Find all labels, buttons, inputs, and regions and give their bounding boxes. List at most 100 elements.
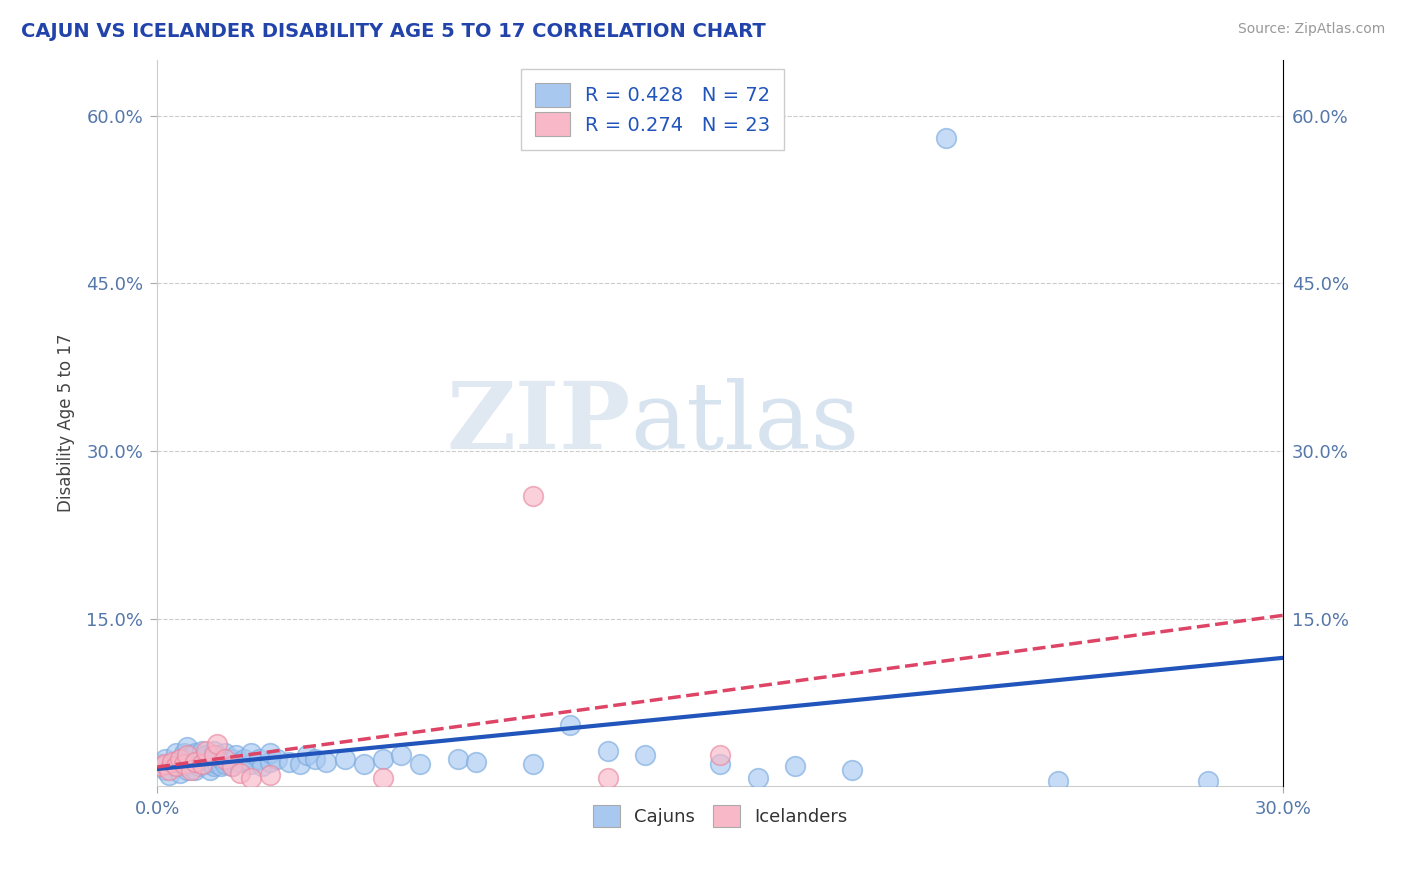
Point — [634, 748, 657, 763]
Point — [371, 771, 394, 785]
Point — [229, 766, 252, 780]
Point — [180, 757, 202, 772]
Point — [353, 757, 375, 772]
Point — [184, 746, 207, 760]
Point — [202, 751, 225, 765]
Point — [221, 751, 243, 765]
Point — [214, 746, 236, 760]
Point — [187, 759, 209, 773]
Point — [169, 751, 191, 765]
Point — [304, 751, 326, 765]
Point — [240, 771, 263, 785]
Point — [240, 746, 263, 760]
Point — [184, 755, 207, 769]
Point — [560, 718, 582, 732]
Point — [195, 744, 218, 758]
Point — [202, 744, 225, 758]
Point — [184, 763, 207, 777]
Point — [1047, 773, 1070, 788]
Point — [169, 751, 191, 765]
Point — [841, 763, 863, 777]
Legend: Cajuns, Icelanders: Cajuns, Icelanders — [583, 796, 858, 836]
Y-axis label: Disability Age 5 to 17: Disability Age 5 to 17 — [58, 334, 75, 512]
Point — [180, 748, 202, 763]
Point — [214, 757, 236, 772]
Point — [165, 759, 187, 773]
Point — [240, 757, 263, 772]
Point — [785, 759, 807, 773]
Point — [165, 759, 187, 773]
Point — [1197, 773, 1219, 788]
Point — [153, 751, 176, 765]
Point — [184, 755, 207, 769]
Point — [446, 751, 468, 765]
Point — [195, 748, 218, 763]
Point — [315, 755, 337, 769]
Point — [277, 755, 299, 769]
Point — [162, 755, 184, 769]
Point — [225, 748, 247, 763]
Point — [465, 755, 488, 769]
Point — [176, 740, 198, 755]
Point — [195, 757, 218, 772]
Point — [191, 751, 214, 765]
Point — [221, 759, 243, 773]
Point — [207, 737, 229, 751]
Point — [409, 757, 432, 772]
Point — [371, 751, 394, 765]
Point — [153, 763, 176, 777]
Text: atlas: atlas — [630, 378, 859, 468]
Point — [191, 757, 214, 772]
Point — [150, 757, 173, 772]
Point — [176, 763, 198, 777]
Point — [209, 751, 232, 765]
Point — [389, 748, 412, 763]
Point — [596, 771, 619, 785]
Point — [229, 755, 252, 769]
Point — [165, 755, 187, 769]
Point — [596, 744, 619, 758]
Point — [150, 759, 173, 773]
Point — [297, 748, 319, 763]
Point — [747, 771, 769, 785]
Point — [935, 131, 957, 145]
Point — [221, 759, 243, 773]
Point — [333, 751, 356, 765]
Point — [165, 746, 187, 760]
Point — [259, 755, 281, 769]
Point — [169, 766, 191, 780]
Point — [157, 763, 180, 777]
Point — [252, 759, 274, 773]
Point — [218, 755, 240, 769]
Point — [176, 755, 198, 769]
Point — [198, 763, 221, 777]
Point — [247, 751, 270, 765]
Point — [522, 757, 544, 772]
Point — [202, 748, 225, 763]
Point — [709, 748, 731, 763]
Point — [209, 759, 232, 773]
Point — [259, 746, 281, 760]
Point — [162, 757, 184, 772]
Point — [207, 757, 229, 772]
Point — [173, 759, 195, 773]
Point — [191, 744, 214, 758]
Point — [173, 757, 195, 772]
Point — [709, 757, 731, 772]
Point — [198, 755, 221, 769]
Text: Source: ZipAtlas.com: Source: ZipAtlas.com — [1237, 22, 1385, 37]
Text: ZIP: ZIP — [446, 378, 630, 468]
Text: CAJUN VS ICELANDER DISABILITY AGE 5 TO 17 CORRELATION CHART: CAJUN VS ICELANDER DISABILITY AGE 5 TO 1… — [21, 22, 766, 41]
Point — [202, 759, 225, 773]
Point — [180, 763, 202, 777]
Point — [259, 768, 281, 782]
Point — [173, 746, 195, 760]
Point — [214, 751, 236, 765]
Point — [153, 757, 176, 772]
Point — [522, 489, 544, 503]
Point — [266, 751, 288, 765]
Point — [157, 768, 180, 782]
Point — [288, 757, 311, 772]
Point — [176, 748, 198, 763]
Point — [207, 748, 229, 763]
